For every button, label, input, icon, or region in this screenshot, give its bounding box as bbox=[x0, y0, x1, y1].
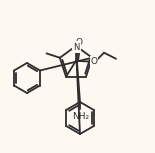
Text: O: O bbox=[75, 38, 82, 47]
Text: O: O bbox=[91, 57, 97, 66]
Text: N: N bbox=[73, 43, 80, 52]
Text: NH₂: NH₂ bbox=[72, 112, 90, 121]
